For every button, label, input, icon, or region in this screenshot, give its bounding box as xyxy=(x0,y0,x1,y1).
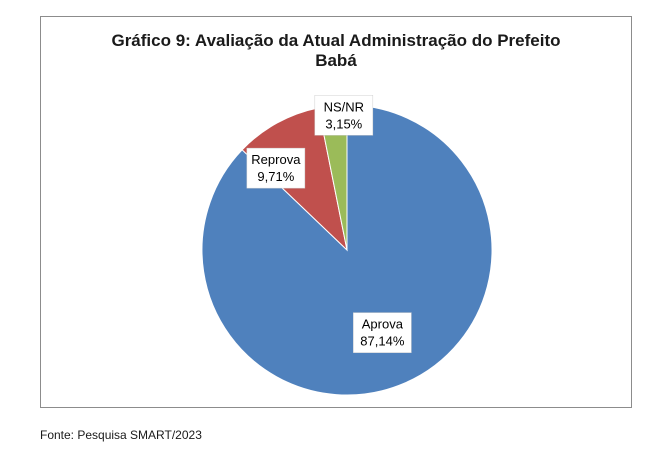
chart-frame: Gráfico 9: Avaliação da Atual Administra… xyxy=(40,16,632,408)
chart-title-line-2: Babá xyxy=(315,51,357,70)
chart-title-line-1: Gráfico 9: Avaliação da Atual Administra… xyxy=(111,31,561,50)
data-label-name: Aprova xyxy=(362,317,404,332)
pie-chart: Aprova 87,14% Reprova 9,71% NS/NR 3,15% xyxy=(201,95,493,396)
data-label-name: NS/NR xyxy=(324,99,364,114)
data-label-ns-nr: NS/NR 3,15% xyxy=(314,95,374,136)
data-label-reprova: Reprova 9,71% xyxy=(246,147,306,189)
data-label-value: 87,14% xyxy=(360,334,405,349)
data-label-box xyxy=(314,95,374,136)
data-label-name: Reprova xyxy=(251,152,301,167)
data-label-value: 3,15% xyxy=(325,116,362,131)
data-label-box xyxy=(353,312,412,353)
data-label-box xyxy=(246,147,306,189)
data-label-value: 9,71% xyxy=(257,169,294,184)
source-note: Fonte: Pesquisa SMART/2023 xyxy=(40,428,202,442)
data-label-aprova: Aprova 87,14% xyxy=(353,312,412,353)
chart-title: Gráfico 9: Avaliação da Atual Administra… xyxy=(41,31,631,71)
